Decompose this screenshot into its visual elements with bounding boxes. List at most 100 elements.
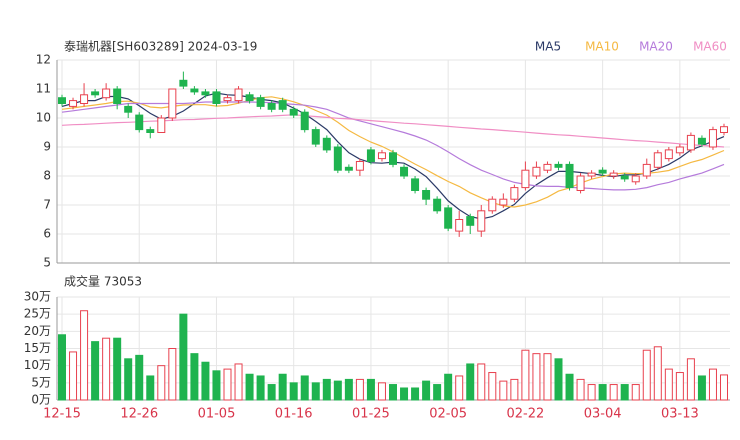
volume-bar: [411, 387, 420, 401]
x-tick-label: 03-04: [584, 407, 622, 422]
volume-bar: [157, 365, 166, 401]
candle-body: [234, 88, 243, 102]
y-tick-label: 0万: [31, 393, 51, 407]
volume-bar: [223, 368, 232, 401]
volume-bar: [433, 384, 442, 401]
y-tick-label: 30万: [24, 290, 51, 304]
volume-bar: [245, 373, 254, 401]
volume-bar: [289, 382, 298, 401]
candle-body: [377, 152, 386, 160]
candle-body: [311, 129, 320, 145]
volume-bar: [300, 375, 309, 401]
volume-bar: [80, 310, 89, 401]
candle-body: [653, 152, 662, 168]
volume-bar: [344, 378, 353, 401]
candle-body: [499, 198, 508, 206]
candle-body: [466, 216, 475, 226]
volume-bar: [102, 337, 111, 401]
volume-bar: [697, 375, 706, 401]
candle-body: [389, 152, 397, 165]
candle-body: [488, 198, 497, 212]
candle-body: [245, 94, 254, 102]
x-tick-label: 01-25: [352, 407, 390, 422]
candle-body: [289, 108, 298, 116]
volume-bar: [91, 341, 100, 401]
volume-bar: [212, 370, 221, 401]
volume-bar: [190, 353, 199, 401]
candle-body: [664, 149, 673, 160]
candle-body: [256, 97, 265, 107]
candle-body: [510, 187, 519, 200]
volume-bar: [135, 354, 144, 401]
volume-bar: [466, 363, 475, 401]
candle-body: [157, 117, 166, 133]
volume-bar: [311, 382, 320, 401]
candle-body: [642, 163, 651, 177]
volume-bar: [278, 373, 287, 401]
volume-bar: [609, 384, 618, 401]
y-tick-label: 20万: [24, 324, 51, 338]
volume-bar: [69, 351, 78, 401]
candle-body: [554, 163, 563, 168]
legend-entry: MA10: [585, 40, 619, 54]
candle-body: [91, 91, 100, 96]
candle-body: [543, 163, 552, 171]
candle-body: [411, 178, 420, 191]
candle-body: [212, 91, 221, 105]
volume-bar: [565, 373, 574, 401]
volume-bar: [146, 375, 155, 401]
candle-body: [477, 210, 486, 232]
legend-entry: MA5: [535, 40, 561, 54]
volume-bar: [477, 363, 486, 401]
candle-body: [201, 91, 210, 96]
legend-entry: MA20: [639, 40, 673, 54]
candle-body: [113, 88, 122, 104]
candle-body: [124, 105, 133, 113]
candle-body: [620, 175, 629, 180]
volume-bar: [322, 378, 331, 401]
candle-body: [587, 172, 596, 177]
volume-bar: [113, 337, 122, 401]
candle-body: [179, 79, 188, 87]
volume-bar: [720, 374, 728, 401]
candle-body: [609, 172, 618, 177]
volume-bar: [664, 368, 673, 401]
x-tick-label: 02-05: [429, 407, 467, 422]
volume-bar: [598, 384, 607, 401]
volume-bar: [355, 378, 364, 401]
candle-body: [223, 97, 232, 102]
volume-bar: [422, 380, 431, 401]
x-tick-label: 01-05: [198, 407, 236, 422]
candle-body: [455, 219, 464, 232]
volume-bar: [675, 372, 684, 401]
y-tick-label: 6: [43, 227, 51, 241]
candle-body: [300, 111, 309, 131]
volume-bar: [444, 373, 453, 401]
volume-bar: [543, 353, 552, 401]
legend-entry: MA60: [693, 40, 727, 54]
volume-bar: [532, 353, 541, 401]
candle-body: [267, 103, 276, 110]
x-tick-label: 01-16: [275, 407, 313, 422]
candle-body: [322, 137, 331, 151]
candle-body: [366, 149, 375, 162]
candle-body: [686, 134, 695, 151]
x-tick-label: 02-22: [507, 407, 545, 422]
candle-body: [697, 137, 706, 145]
candle-body: [720, 126, 728, 133]
volume-bar: [554, 358, 563, 401]
candle-body: [344, 166, 353, 171]
candle-body: [135, 114, 144, 131]
volume-bar: [455, 375, 464, 401]
volume-bar: [576, 378, 585, 401]
candle-body: [708, 129, 717, 148]
candle-body: [565, 163, 574, 189]
volume-title: 成交量 73053: [64, 274, 142, 289]
y-tick-label: 9: [43, 140, 51, 154]
y-tick-label: 7: [43, 198, 51, 212]
volume-bar: [488, 372, 497, 401]
volume-bar: [620, 384, 629, 401]
volume-bar: [631, 384, 640, 401]
volume-bar: [58, 334, 66, 401]
y-tick-label: 5万: [31, 375, 51, 389]
